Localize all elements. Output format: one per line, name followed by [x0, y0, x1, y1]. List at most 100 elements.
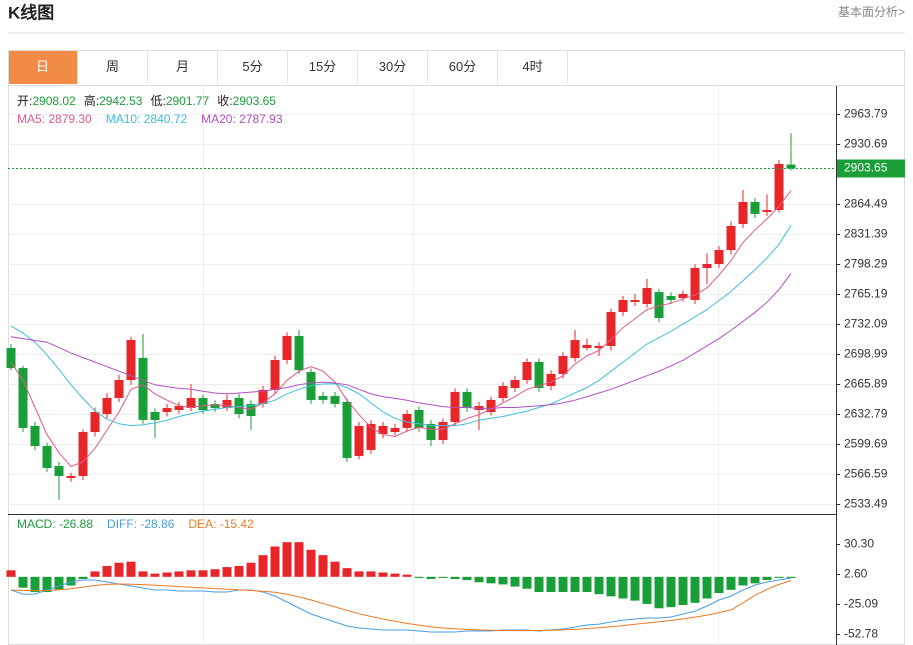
macd-bar — [534, 576, 544, 592]
macd-bar — [186, 570, 196, 577]
macd-bar — [234, 565, 244, 577]
macd-bar — [6, 570, 16, 577]
candle-body — [330, 395, 340, 404]
macd-bar — [138, 571, 148, 577]
period-tab[interactable]: 60分 — [428, 50, 498, 84]
candle-body — [666, 295, 676, 300]
y-tick-label: -52.78 — [844, 627, 878, 641]
ma-legend: MA5: 2879.30 MA10: 2840.72 MA20: 2787.93 — [17, 112, 283, 126]
y-tick-label: 2930.69 — [844, 137, 888, 151]
macd-bar — [402, 574, 412, 577]
y-tick-label: 2533.49 — [844, 497, 888, 511]
macd-bar — [210, 569, 220, 577]
period-tab[interactable]: 周 — [78, 50, 148, 84]
y-tick-label: 2963.79 — [844, 107, 888, 121]
macd-bar — [594, 576, 604, 595]
macd-bar — [438, 576, 448, 578]
candle-body — [294, 335, 304, 371]
macd-bar — [54, 576, 64, 590]
candle-body — [762, 209, 772, 212]
period-tab[interactable]: 30分 — [358, 50, 428, 84]
ohlc-value: 2908.02 — [32, 94, 76, 108]
candle-body — [126, 340, 136, 381]
macd-bar — [174, 571, 184, 577]
y-tick-label: 2831.39 — [844, 227, 888, 241]
period-tab[interactable]: 4时 — [498, 50, 568, 84]
legend-entry: MA20: 2787.93 — [201, 112, 283, 126]
legend-entry: MA10: 2840.72 — [106, 112, 188, 126]
candle-body — [438, 421, 448, 441]
macd-bar — [618, 576, 628, 599]
candle-body — [546, 373, 556, 386]
macd-bar — [762, 576, 772, 581]
candle-body — [210, 403, 220, 409]
ohlc-value: 2903.65 — [233, 94, 277, 108]
macd-bar — [270, 546, 280, 577]
macd-bar — [66, 576, 76, 586]
ohlc-label: 开: — [17, 94, 32, 108]
macd-bar — [30, 576, 40, 592]
candle-body — [402, 413, 412, 428]
y-tick-label: 30.30 — [844, 537, 874, 551]
fundamental-link[interactable]: 基本面分析> — [838, 5, 905, 19]
legend-entry: DIFF: -28.86 — [107, 517, 175, 531]
macd-bar — [486, 576, 496, 584]
y-tick-label: 2599.69 — [844, 437, 888, 451]
period-tab[interactable]: 月 — [148, 50, 218, 84]
period-tab[interactable]: 日 — [8, 50, 78, 84]
ma-line — [10, 190, 792, 467]
macd-bar — [198, 570, 208, 577]
macd-bar — [654, 576, 664, 609]
macd-bar — [366, 571, 376, 577]
ma-line — [10, 273, 792, 409]
candle-body — [102, 397, 112, 414]
candle-body — [354, 425, 364, 456]
period-tab[interactable]: 5分 — [218, 50, 288, 84]
macd-bar — [738, 576, 748, 586]
candle-body — [642, 288, 652, 304]
candle-body — [258, 389, 268, 404]
macd-bar — [378, 572, 388, 577]
candle-body — [342, 401, 352, 458]
macd-bar — [750, 576, 760, 584]
macd-bar — [102, 565, 112, 577]
candle-body — [654, 291, 664, 319]
y-tick-label: 2732.09 — [844, 317, 888, 331]
candle-body — [378, 425, 388, 435]
macd-bar — [150, 573, 160, 577]
macd-bar — [330, 561, 340, 577]
macd-bar — [258, 555, 268, 577]
candle-body — [366, 423, 376, 450]
macd-bar — [570, 576, 580, 592]
y-tick-label: 2665.89 — [844, 377, 888, 391]
candle-body — [450, 391, 460, 422]
macd-bar — [714, 576, 724, 594]
candle-body — [558, 355, 568, 374]
macd-bar — [510, 576, 520, 587]
legend-entry: MACD: -26.88 — [17, 517, 93, 531]
period-tab[interactable]: 15分 — [288, 50, 358, 84]
candle-body — [270, 359, 280, 390]
macd-bar — [342, 568, 352, 577]
macd-bar — [582, 576, 592, 592]
candle-body — [726, 226, 736, 251]
macd-bar — [630, 576, 640, 601]
macd-line — [10, 580, 792, 632]
macd-bar — [726, 576, 736, 590]
candle-body — [690, 267, 700, 300]
macd-bar — [18, 576, 28, 588]
candle-body — [426, 423, 436, 441]
macd-bar — [522, 576, 532, 589]
y-tick-label: 2798.29 — [844, 257, 888, 271]
macd-bar — [462, 576, 472, 581]
macd-bar — [282, 542, 292, 577]
candle-body — [150, 411, 160, 420]
macd-bar — [306, 549, 316, 577]
macd-bar — [666, 576, 676, 608]
y-tick-label: 2864.49 — [844, 197, 888, 211]
macd-bar — [450, 576, 460, 579]
y-tick-label: 2765.19 — [844, 287, 888, 301]
y-tick-label: 2698.99 — [844, 347, 888, 361]
y-tick-label: -25.09 — [844, 597, 878, 611]
